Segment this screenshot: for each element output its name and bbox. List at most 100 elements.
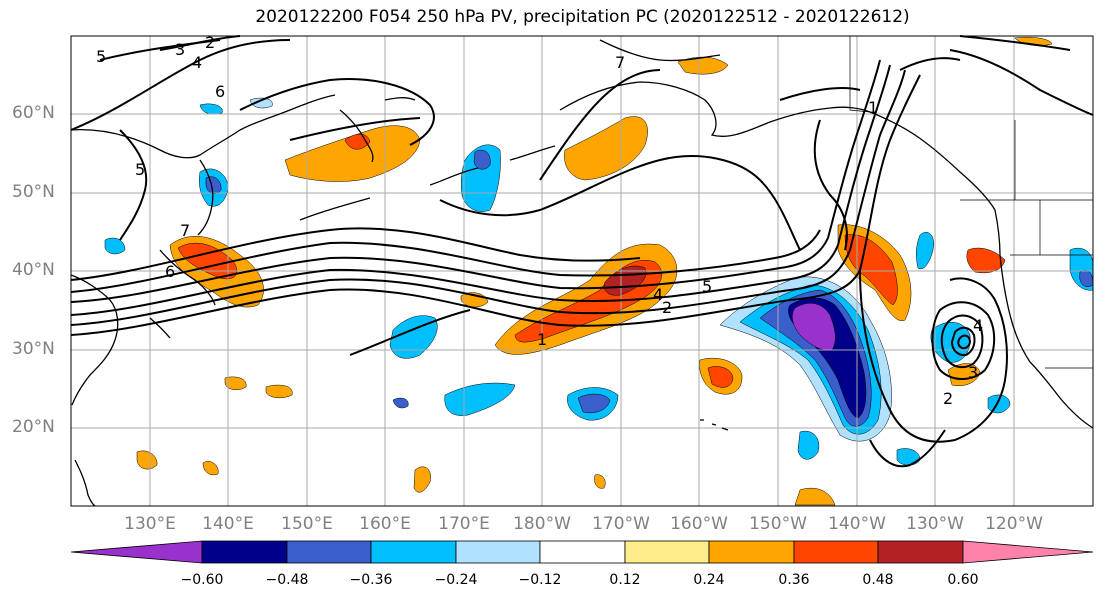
precip-negative-6 xyxy=(916,232,934,270)
contour-label-2a: 2 xyxy=(205,33,215,52)
pv-contour-9 xyxy=(159,35,241,51)
precip-positive-small-6 xyxy=(794,487,836,506)
colorbar-tick-7: 0.24 xyxy=(693,572,725,588)
lon-label-160w: 160°W xyxy=(670,514,728,534)
lon-label-170w: 170°W xyxy=(592,514,650,534)
contour-label-5b: 5 xyxy=(135,160,145,179)
coastline-us-west xyxy=(994,209,1031,363)
precip-positive-small-9 xyxy=(594,474,606,489)
political-borders xyxy=(849,36,1093,369)
pv-contour-10 xyxy=(119,129,148,241)
contour-labels: 5 3 2 4 6 7 5 7 6 4 1 5 2 1 4 3 2 xyxy=(96,33,983,408)
contour-label-4b: 4 xyxy=(653,285,663,304)
precip-negative-8 xyxy=(797,430,820,460)
lon-label-150w: 150°W xyxy=(749,514,807,534)
precip-negative-1 xyxy=(389,315,438,359)
colorbar-swatch-4 xyxy=(455,540,541,564)
coastline-philippines xyxy=(74,459,96,507)
pv-contour-2 xyxy=(70,69,906,326)
colorbar-tick-2: −0.48 xyxy=(265,572,309,588)
colorbar-tick-10: 0.60 xyxy=(947,572,979,588)
coastline-alaska-north xyxy=(599,39,721,62)
colorbar-swatch-7 xyxy=(708,540,795,564)
lat-label-30n: 30°N xyxy=(12,339,55,359)
contour-label-7b: 7 xyxy=(180,221,190,240)
coastline-baja xyxy=(1029,361,1094,429)
pv-contour-26 xyxy=(957,334,972,350)
lon-label-140e: 140°E xyxy=(202,514,254,534)
precip-positive-small-7 xyxy=(413,466,431,493)
pv-contour-16 xyxy=(779,87,861,101)
colorbar-swatch-3 xyxy=(370,540,457,564)
coastlines xyxy=(70,39,1094,507)
colorbar-tick-5: −0.12 xyxy=(518,572,562,588)
pv-contour-5 xyxy=(70,229,821,293)
coastline-japan xyxy=(149,249,216,339)
colorbar-extend-min xyxy=(70,540,203,564)
pv-contour-24 xyxy=(940,314,984,369)
coastline-china xyxy=(70,274,119,406)
contour-label-2c: 2 xyxy=(943,389,953,408)
pv-contour-7 xyxy=(70,39,291,131)
lat-label-40n: 40°N xyxy=(12,260,55,280)
precip-positive-small-1 xyxy=(136,450,158,470)
contour-label-6a: 6 xyxy=(215,82,225,101)
contour-label-7a: 7 xyxy=(615,53,625,72)
coastline-hawaii xyxy=(700,419,729,431)
precip-positive-small-2 xyxy=(224,376,247,391)
precip-negative-13 xyxy=(249,97,273,109)
precip-positive-socal xyxy=(947,363,981,386)
pv-contour-22 xyxy=(869,429,946,468)
contour-label-2b: 2 xyxy=(662,298,672,317)
pv-contour-19 xyxy=(959,35,1071,51)
pv-contour-12 xyxy=(289,117,421,141)
precipitation-fields xyxy=(104,37,1094,506)
precip-negative-12 xyxy=(199,103,223,115)
precip-positive-small-3 xyxy=(265,384,293,399)
contour-label-6b: 6 xyxy=(165,262,175,281)
pv-contour-1 xyxy=(70,74,921,336)
coastline-siberia xyxy=(70,94,336,159)
precip-negative-4-core xyxy=(473,149,491,170)
colorbar xyxy=(70,540,1094,564)
colorbar-extend-max xyxy=(962,540,1094,564)
pv-contour-25 xyxy=(950,326,976,357)
pv-contour-13 xyxy=(439,155,801,251)
lon-label-130w: 130°W xyxy=(906,514,964,534)
map-title: 2020122200 F054 250 hPa PV, precipitatio… xyxy=(255,7,910,27)
contour-label-3b: 3 xyxy=(968,363,978,382)
border-alaska-canada xyxy=(849,36,871,113)
pv-contour-11 xyxy=(239,78,435,146)
precip-negative-2 xyxy=(444,382,516,416)
pv-contour-14 xyxy=(349,309,471,356)
lon-label-140w: 140°W xyxy=(828,514,886,534)
pv-contours xyxy=(70,35,1094,468)
pv-contour-17 xyxy=(813,119,848,251)
coastline-aleutians xyxy=(299,145,556,221)
colorbar-tick-3: −0.36 xyxy=(349,572,393,588)
lon-label-160e: 160°E xyxy=(359,514,411,534)
pv-contour-21 xyxy=(859,269,1008,443)
pv-contour-20 xyxy=(899,57,961,71)
graticule xyxy=(71,36,1093,506)
pv-contour-3 xyxy=(70,64,891,316)
colorbar-tick-9: 0.48 xyxy=(862,572,894,588)
colorbar-tick-6: 0.12 xyxy=(609,572,641,588)
precip-positive-gulf-alaska-core xyxy=(844,234,898,306)
contour-label-1b: 1 xyxy=(868,98,878,117)
coastline-okhotsk xyxy=(197,159,214,236)
precip-positive-small-8 xyxy=(202,461,219,476)
lat-label-50n: 50°N xyxy=(12,182,55,202)
contour-label-4c: 4 xyxy=(973,316,983,335)
pv-contour-6 xyxy=(70,227,641,281)
precip-positive-hawaii-north-core xyxy=(707,366,734,388)
pv-contour-18 xyxy=(949,49,1094,116)
precip-negative-4 xyxy=(460,144,501,212)
contour-label-4a: 4 xyxy=(192,53,202,72)
coastline-kamchatka xyxy=(339,97,416,163)
lon-label-180w: 180°W xyxy=(513,514,571,534)
lat-label-60n: 60°N xyxy=(12,103,55,123)
pv-contour-23 xyxy=(931,301,996,380)
pv-contour-4 xyxy=(70,59,881,303)
